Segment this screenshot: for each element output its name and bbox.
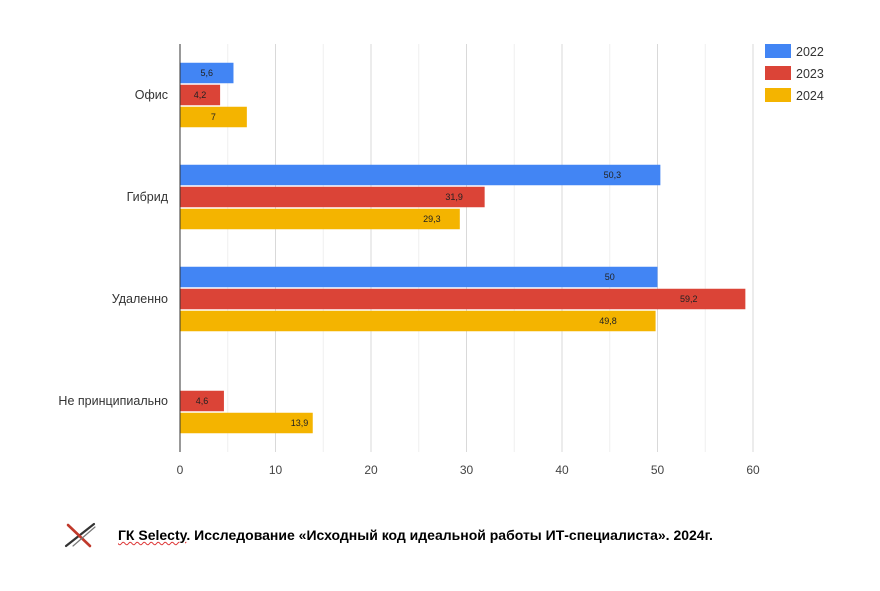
category-label: Гибрид bbox=[127, 190, 169, 204]
data-label: 29,3 bbox=[423, 214, 441, 224]
x-logo-icon bbox=[64, 522, 96, 548]
data-label: 31,9 bbox=[445, 192, 463, 202]
data-label: 5,6 bbox=[200, 68, 213, 78]
category-label: Офис bbox=[135, 88, 168, 102]
brand-name: ГК Selecty bbox=[118, 527, 187, 543]
bar bbox=[180, 186, 485, 208]
caption-text: . Исследование «Исходный код идеальной р… bbox=[186, 527, 713, 543]
data-label: 13,9 bbox=[291, 418, 309, 428]
bar bbox=[180, 310, 656, 332]
data-label: 50,3 bbox=[604, 170, 622, 180]
legend-swatch bbox=[765, 66, 791, 80]
legend-swatch bbox=[765, 88, 791, 102]
bar-chart: 0 10 20 30 40 50 60 Офис 5,6 4,2 7 Гибрид 50,3 31,9 29… bbox=[58, 44, 824, 477]
category-label: Удаленно bbox=[112, 292, 168, 306]
data-label: 49,8 bbox=[599, 316, 617, 326]
x-tick-label: 0 bbox=[177, 463, 184, 477]
legend-swatch bbox=[765, 44, 791, 58]
data-label: 7 bbox=[211, 112, 216, 122]
data-label: 59,2 bbox=[680, 294, 698, 304]
bar bbox=[180, 412, 313, 434]
legend-label: 2022 bbox=[796, 45, 824, 59]
footer: ГК Selecty. Исследование «Исходный код и… bbox=[64, 522, 713, 548]
legend-label: 2024 bbox=[796, 89, 824, 103]
bar bbox=[180, 62, 234, 84]
category-label: Не принципиально bbox=[58, 394, 168, 408]
x-tick-label: 60 bbox=[746, 463, 760, 477]
bar bbox=[180, 266, 658, 288]
bar bbox=[180, 84, 221, 106]
data-label: 4,2 bbox=[194, 90, 207, 100]
legend-label: 2023 bbox=[796, 67, 824, 81]
bar bbox=[180, 164, 661, 186]
data-label: 50 bbox=[605, 272, 615, 282]
bar bbox=[180, 208, 460, 230]
bar bbox=[180, 288, 746, 310]
data-label: 4,6 bbox=[196, 396, 209, 406]
x-tick-label: 30 bbox=[460, 463, 474, 477]
bar bbox=[180, 390, 224, 412]
x-tick-label: 40 bbox=[555, 463, 569, 477]
x-tick-label: 20 bbox=[364, 463, 378, 477]
source-caption: ГК Selecty. Исследование «Исходный код и… bbox=[118, 527, 713, 543]
x-tick-label: 10 bbox=[269, 463, 283, 477]
bar bbox=[180, 106, 247, 128]
x-tick-label: 50 bbox=[651, 463, 665, 477]
